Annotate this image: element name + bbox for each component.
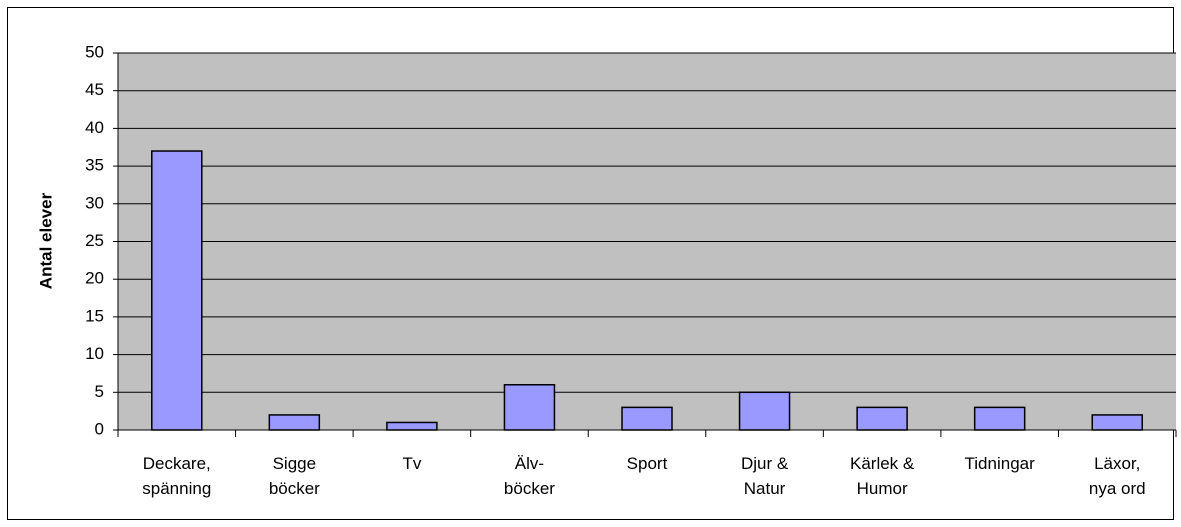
x-tick-label: Sport	[627, 454, 668, 473]
bar	[856, 406, 908, 431]
bar	[621, 406, 673, 431]
bar	[973, 406, 1026, 431]
y-axis-label: Antal elever	[36, 192, 55, 289]
y-tick-label: 25	[85, 231, 104, 250]
y-tick-label: 10	[85, 344, 104, 363]
bar	[151, 150, 203, 431]
y-tick-label: 15	[85, 306, 104, 325]
x-tick-label: Älv-böcker	[504, 454, 555, 498]
bar	[268, 414, 321, 431]
y-tick-label: 5	[95, 382, 104, 401]
x-tick-label: Tv	[402, 454, 421, 473]
y-tick-label: 50	[85, 42, 104, 61]
y-tick-label: 40	[85, 118, 104, 137]
bar	[1091, 414, 1143, 431]
y-tick-label: 30	[85, 193, 104, 212]
x-tick-label: Deckare, spänning	[142, 454, 211, 498]
bar	[738, 391, 791, 431]
x-tick-label: Sigge böcker	[269, 454, 320, 498]
y-tick-label: 20	[85, 269, 104, 288]
bar	[386, 421, 438, 431]
bar	[503, 384, 556, 431]
x-tick-label: Tidningar	[965, 454, 1036, 473]
x-tick-label: Djur & Natur	[741, 454, 789, 498]
x-tick-label: Läxor, nya ord	[1089, 454, 1146, 498]
y-tick-label: 35	[85, 156, 104, 175]
y-tick-label: 45	[85, 80, 104, 99]
x-tick-label: Kärlek & Humor	[850, 454, 915, 498]
y-tick-label: 0	[95, 419, 104, 438]
